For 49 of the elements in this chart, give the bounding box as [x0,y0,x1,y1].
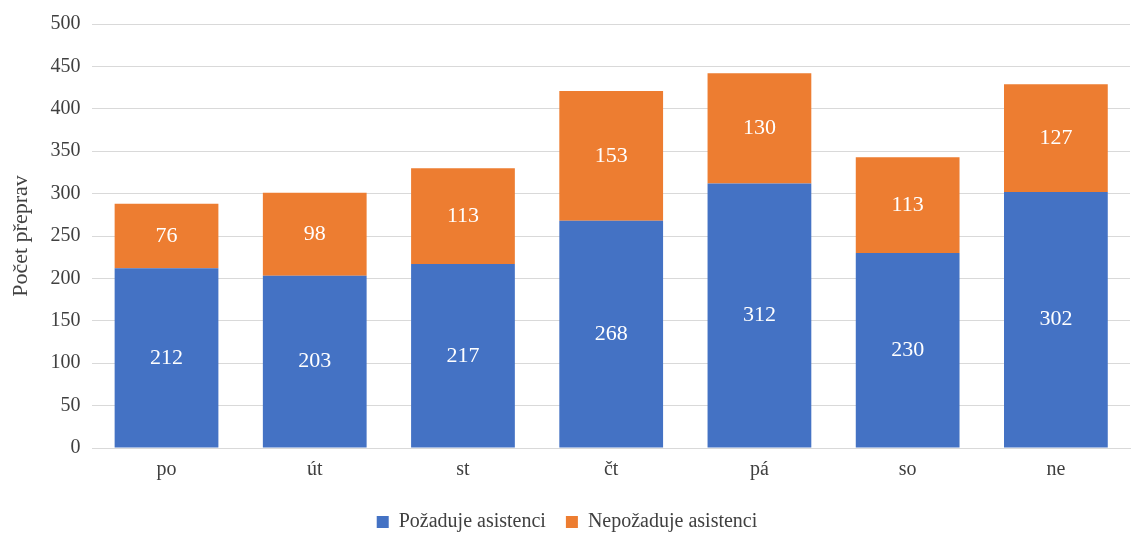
y-tick-label: 400 [50,96,81,119]
data-label: 302 [1039,305,1073,331]
data-label: 127 [1039,123,1073,149]
data-label: 212 [150,343,184,369]
y-tick-label: 150 [50,308,81,331]
data-label: 203 [298,347,332,373]
y-tick-label: 500 [50,11,81,34]
x-tick-label: po [156,457,177,481]
y-tick-label: 300 [50,180,81,203]
bar [559,90,664,221]
bar [559,220,664,448]
bar [262,275,367,448]
y-tick-label: 100 [50,350,81,373]
data-label: 76 [155,221,178,247]
x-tick-label: čt [603,457,619,480]
bar [114,268,219,448]
bar [411,168,515,264]
y-tick-label: 200 [50,265,81,288]
y-tick-label: 350 [50,138,81,161]
legend-label: Požaduje asistenci [398,509,547,533]
bar [411,263,515,448]
data-label: 98 [303,220,326,246]
y-tick-label: 0 [70,435,81,458]
data-label: 153 [594,141,628,167]
x-tick-label: st [456,457,471,480]
data-label: 217 [446,341,480,367]
bar [855,157,960,253]
data-label: 113 [891,190,924,216]
data-label: 268 [594,319,628,345]
bar [1004,84,1108,192]
y-tick-label: 50 [60,392,81,415]
bar [114,203,219,269]
y-axis-title: Počet přeprav [6,175,32,297]
bar [262,192,367,276]
bar [707,73,812,184]
data-label: 130 [742,114,776,140]
x-tick-label: ne [1046,457,1066,480]
data-label: 312 [742,301,776,327]
y-tick-label: 450 [50,53,81,76]
x-tick-label: so [898,457,917,480]
bar [855,252,960,448]
legend-label: Nepožaduje asistenci [587,509,758,533]
y-tick-label: 250 [50,223,81,246]
bar [707,183,812,448]
x-tick-label: út [306,457,323,480]
data-label: 230 [891,336,925,362]
x-tick-label: pá [749,457,769,481]
bar [1004,191,1108,448]
data-label: 113 [446,201,480,227]
